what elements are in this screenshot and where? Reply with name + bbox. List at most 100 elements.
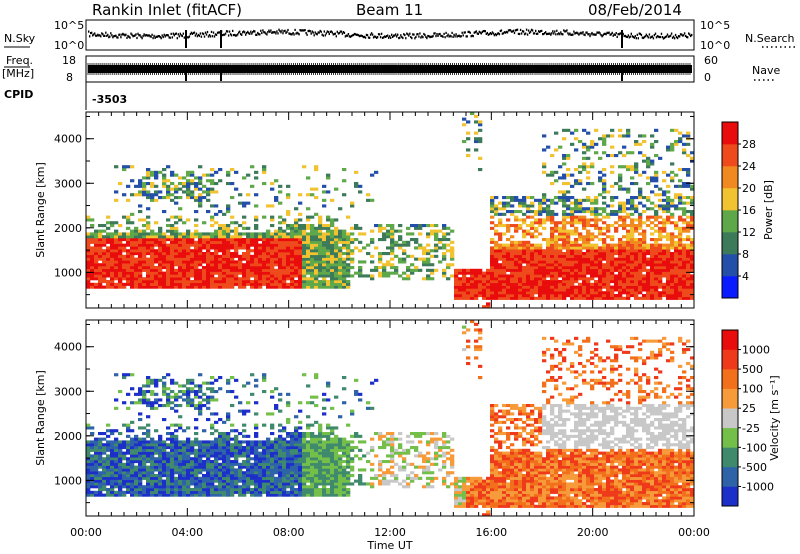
heatmap-cell: [458, 271, 463, 275]
heatmap-cell: [106, 252, 111, 256]
heatmap-cell: [510, 224, 515, 228]
heatmap-cell: [590, 271, 595, 275]
heatmap-cell: [650, 285, 655, 289]
heatmap-cell: [114, 476, 119, 480]
heatmap-cell: [306, 235, 311, 239]
heatmap-cell: [522, 266, 527, 270]
heatmap-cell: [510, 249, 515, 253]
heatmap-cell: [574, 179, 579, 183]
heatmap-cell: [510, 291, 515, 295]
nsky-point: [121, 33, 123, 36]
heatmap-cell: [226, 229, 231, 233]
heatmap-cell: [246, 238, 251, 242]
heatmap-cell: [450, 249, 455, 253]
heatmap-cell: [534, 246, 539, 250]
heatmap-cell: [114, 465, 119, 469]
heatmap-cell: [566, 246, 571, 250]
heatmap-cell: [234, 252, 239, 256]
nsky-point: [392, 35, 394, 38]
heatmap-cell: [586, 224, 591, 228]
heatmap-cell: [330, 238, 335, 242]
nsky-point: [612, 34, 614, 37]
heatmap-cell: [342, 268, 347, 272]
heatmap-cell: [686, 282, 691, 286]
heatmap-cell: [106, 457, 111, 461]
heatmap-cell: [474, 296, 479, 300]
nsky-point: [507, 29, 510, 32]
nsky-point: [626, 35, 628, 39]
heatmap-cell: [506, 263, 511, 267]
heatmap-cell: [654, 184, 659, 188]
heatmap-cell: [562, 268, 567, 272]
heatmap-cell: [110, 282, 115, 286]
heatmap-cell: [326, 243, 331, 247]
heatmap-cell: [346, 282, 351, 286]
heatmap-cell: [254, 193, 259, 197]
heatmap-cell: [142, 229, 147, 233]
heatmap-cell: [546, 274, 551, 278]
heatmap-cell: [454, 280, 459, 284]
heatmap-cell: [642, 263, 647, 267]
nsky-point: [107, 33, 109, 36]
heatmap-cell: [618, 277, 623, 281]
nsky-point: [385, 35, 387, 38]
heatmap-cell: [278, 201, 283, 205]
heatmap-cell: [298, 212, 303, 216]
heatmap-cell: [262, 182, 267, 186]
heatmap-cell: [566, 249, 571, 253]
heatmap-cell: [198, 235, 203, 239]
nsky-point: [235, 34, 237, 37]
heatmap-cell: [570, 291, 575, 295]
heatmap-cell: [510, 254, 515, 258]
heatmap-cell: [358, 268, 363, 272]
heatmap-cell: [174, 249, 179, 253]
nsky-point: [575, 31, 577, 35]
heatmap-cell: [298, 218, 303, 222]
heatmap-cell: [686, 260, 691, 264]
heatmap-cell: [146, 232, 151, 236]
freq-tick-bottom: 8: [66, 71, 73, 84]
heatmap-cell: [562, 282, 567, 286]
heatmap-cell: [502, 232, 507, 236]
nsky-point: [187, 36, 190, 39]
heatmap-cell: [550, 252, 555, 256]
nsky-point: [644, 35, 647, 38]
heatmap-cell: [590, 296, 595, 300]
heatmap-cell: [94, 454, 99, 458]
heatmap-cell: [630, 176, 635, 180]
nsky-point: [101, 32, 103, 35]
nsky-point: [643, 36, 646, 39]
heatmap-cell: [110, 479, 115, 483]
heatmap-cell: [434, 224, 439, 228]
heatmap-cell: [306, 277, 311, 281]
heatmap-cell: [102, 285, 107, 289]
heatmap-cell: [570, 288, 575, 292]
heatmap-cell: [662, 285, 667, 289]
heatmap-cell: [562, 176, 567, 180]
heatmap-cell: [682, 246, 687, 250]
heatmap-cell: [218, 271, 223, 275]
nsky-point: [681, 34, 684, 37]
heatmap-cell: [566, 207, 571, 211]
nsky-point: [398, 37, 400, 40]
heatmap-cell: [666, 145, 671, 149]
heatmap-cell: [686, 221, 691, 225]
heatmap-cell: [658, 282, 663, 286]
heatmap-cell: [570, 285, 575, 289]
heatmap-cell: [334, 218, 339, 222]
heatmap-cell: [686, 184, 691, 188]
heatmap-cell: [90, 457, 95, 461]
heatmap-cell: [558, 246, 563, 250]
heatmap-cell: [86, 243, 91, 247]
heatmap-cell: [458, 291, 463, 295]
heatmap-cell: [334, 271, 339, 275]
heatmap-cell: [470, 271, 475, 275]
heatmap-cell: [522, 212, 527, 216]
heatmap-cell: [430, 232, 435, 236]
heatmap-cell: [610, 288, 615, 292]
heatmap-cell: [566, 196, 571, 200]
heatmap-cell: [198, 260, 203, 264]
heatmap-cell: [554, 260, 559, 264]
heatmap-cell: [550, 285, 555, 289]
heatmap-cell: [90, 468, 95, 472]
